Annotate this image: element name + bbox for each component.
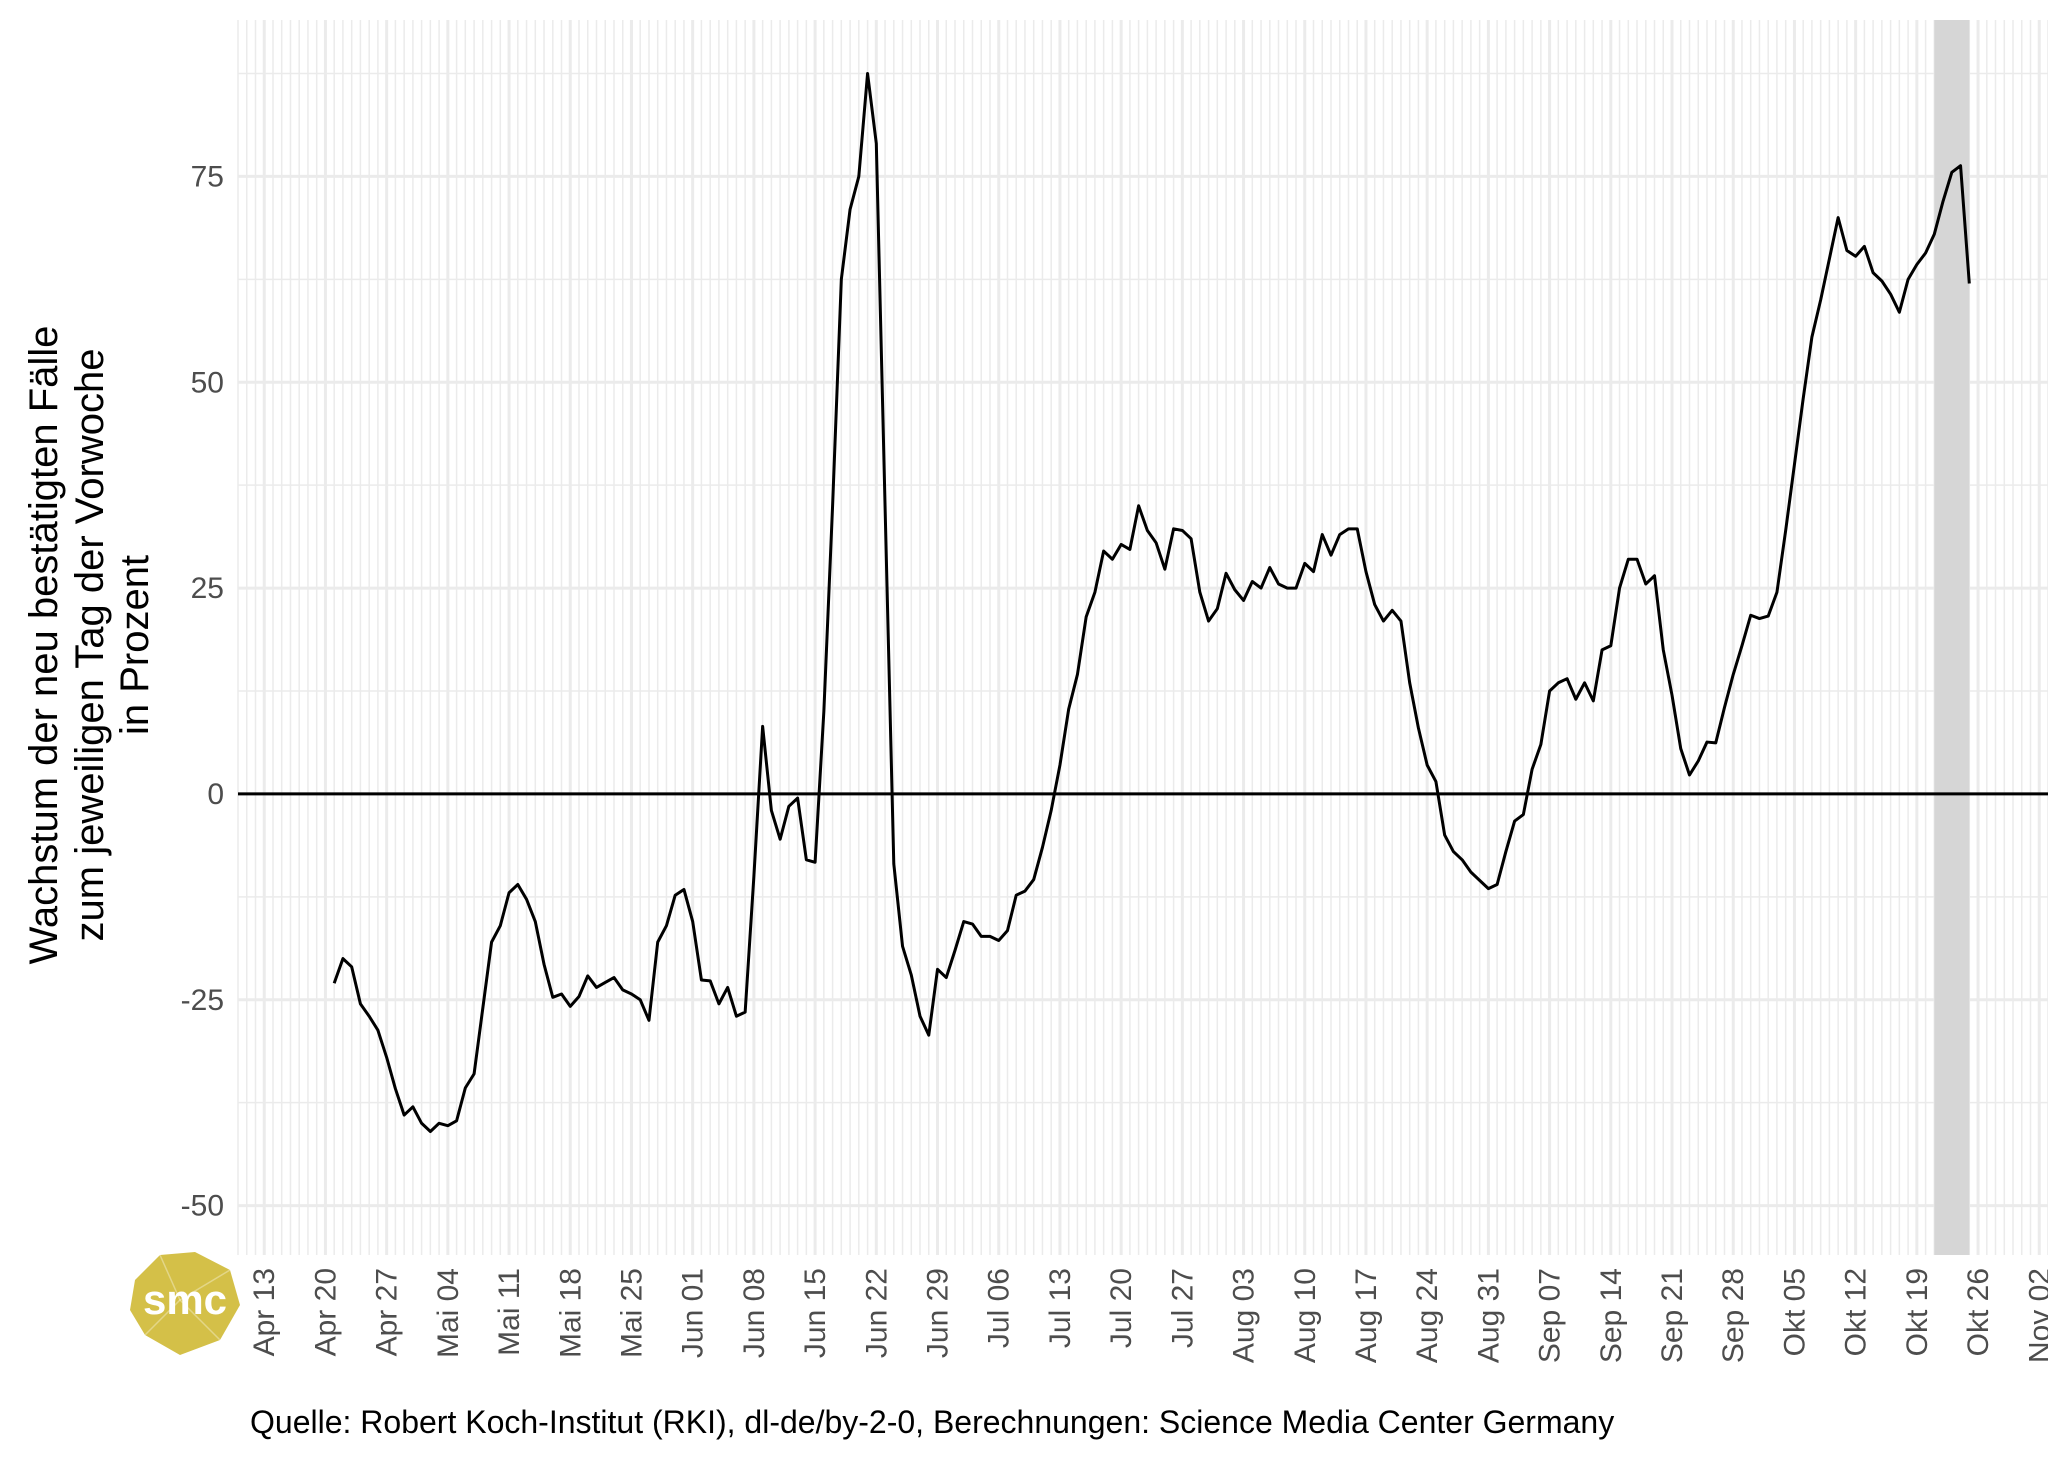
y-axis-tick-labels: -50 -25 0 25 50 75 (181, 160, 224, 1222)
x-tick-label: Aug 31 (1472, 1268, 1505, 1363)
y-tick-label: 75 (191, 160, 224, 193)
major-x-gridlines (262, 20, 2041, 1255)
x-tick-label: Mai 04 (432, 1268, 465, 1358)
y-axis-label: Wachstum der neu bestätigten Fälle (22, 326, 66, 965)
y-axis-label-line-2: zum jeweiligen Tag der Vorwoche (68, 349, 112, 942)
x-tick-label: Apr 27 (371, 1268, 404, 1356)
x-tick-label: Jun 15 (799, 1268, 832, 1358)
x-tick-label: Jun 29 (922, 1268, 955, 1358)
x-tick-label: Jul 20 (1105, 1268, 1138, 1348)
shaded-region (1934, 20, 1970, 1255)
x-tick-label: Jul 13 (1044, 1268, 1077, 1348)
x-tick-label: Sep 14 (1595, 1268, 1628, 1363)
x-tick-label: Aug 24 (1411, 1268, 1444, 1363)
y-tick-label: 25 (191, 572, 224, 605)
x-tick-label: Okt 26 (1962, 1268, 1995, 1356)
y-axis-label: zum jeweiligen Tag der Vorwoche (68, 349, 112, 942)
x-tick-label: Mai 25 (615, 1268, 648, 1358)
x-tick-label: Apr 20 (309, 1268, 342, 1356)
y-tick-label: -50 (181, 1190, 224, 1223)
x-tick-label: Aug 10 (1289, 1268, 1322, 1363)
logo-shape (130, 1252, 240, 1355)
y-axis-label: in Prozent (113, 555, 157, 735)
smc-logo: smc (130, 1252, 240, 1355)
x-tick-label: Jul 06 (983, 1268, 1016, 1348)
x-axis-tick-labels: Apr 13 Apr 20 Apr 27 Mai 04 Mai 11 Mai 18 Mai … (248, 1268, 2048, 1363)
caption: Quelle: Robert Koch-Institut (RKI), dl-d… (250, 1404, 1614, 1440)
y-tick-label: -25 (181, 984, 224, 1017)
logo-facet (144, 1269, 231, 1336)
series-line (332, 72, 1971, 1133)
x-tick-label: Aug 17 (1350, 1268, 1383, 1363)
x-tick-label: Nov 02 (2023, 1268, 2048, 1363)
y-tick-label: 0 (207, 778, 224, 811)
y-axis-label-line-1: Wachstum der neu bestätigten Fälle (22, 326, 66, 965)
x-tick-label: Jun 01 (677, 1268, 710, 1358)
x-tick-label: Okt 19 (1901, 1268, 1934, 1356)
x-tick-label: Sep 21 (1656, 1268, 1689, 1363)
x-tick-label: Sep 07 (1534, 1268, 1567, 1363)
x-tick-label: Apr 13 (248, 1268, 281, 1356)
x-tick-label: Sep 28 (1717, 1268, 1750, 1363)
x-tick-label: Okt 12 (1840, 1268, 1873, 1356)
y-tick-label: 50 (191, 366, 224, 399)
x-tick-label: Okt 05 (1778, 1268, 1811, 1356)
x-tick-label: Aug 03 (1228, 1268, 1261, 1363)
y-axis-label-line-3: in Prozent (113, 555, 157, 735)
x-tick-label: Jul 27 (1166, 1268, 1199, 1348)
x-tick-label: Jun 08 (738, 1268, 771, 1358)
x-tick-label: Jun 22 (860, 1268, 893, 1358)
logo-text: smc (143, 1276, 227, 1323)
x-tick-label: Mai 18 (554, 1268, 587, 1358)
x-tick-label: Mai 11 (493, 1268, 526, 1356)
minor-y-gridlines (238, 72, 2048, 1104)
logo-facet (159, 1254, 221, 1341)
